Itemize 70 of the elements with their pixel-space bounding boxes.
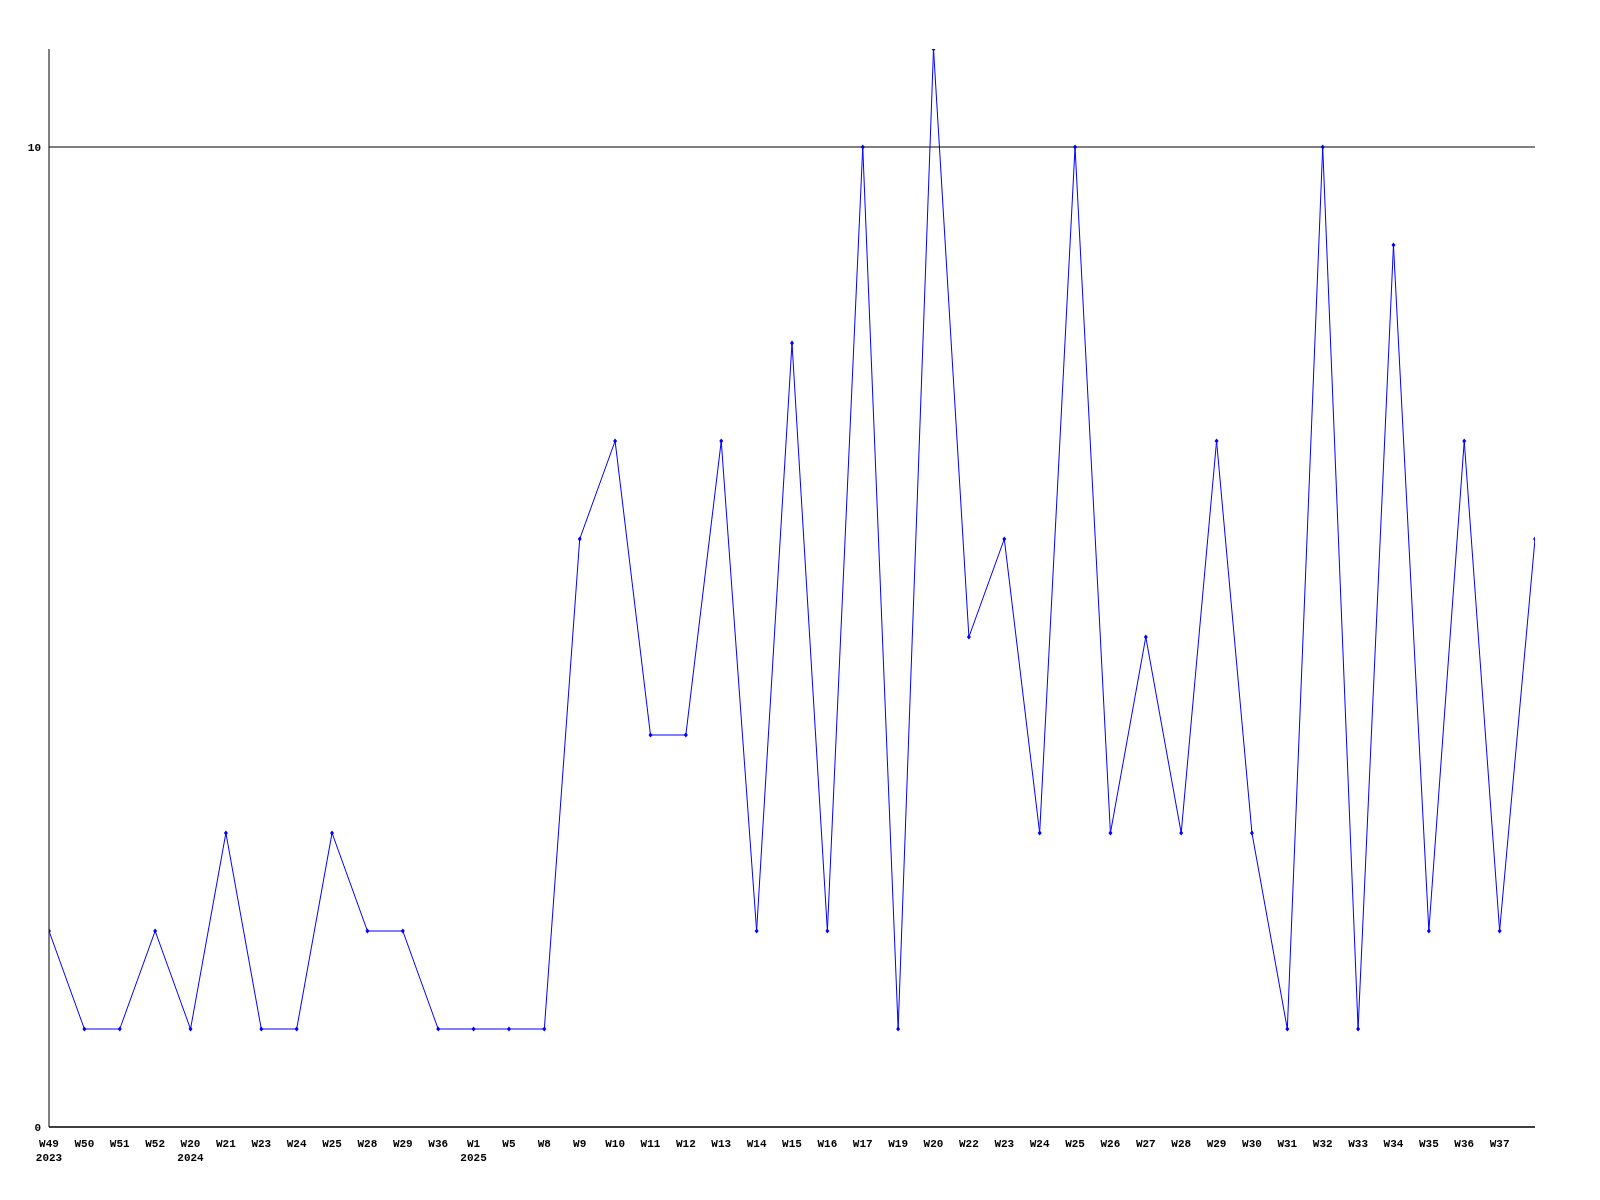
x-tick-label: W33 (1348, 1138, 1369, 1150)
x-tick-label: W49 2023 (35, 1138, 63, 1164)
x-tick-label: W28 (1171, 1138, 1192, 1150)
x-tick-label: W1 2025 (460, 1138, 488, 1164)
x-tick-label: W20 2024 (177, 1138, 205, 1164)
x-tick-label: W12 (675, 1138, 696, 1150)
point (1462, 438, 1467, 444)
point (683, 732, 688, 738)
x-tick-label: W13 (711, 1138, 732, 1150)
x-tick-label: W8 (537, 1138, 552, 1150)
point (1426, 928, 1431, 934)
point (1179, 830, 1184, 836)
x-tick-label: W32 (1312, 1138, 1333, 1150)
x-tick-label: W27 (1135, 1138, 1156, 1150)
x-tick-label: W14 (746, 1138, 767, 1150)
x-tick-label: W35 (1418, 1138, 1440, 1150)
point (1002, 536, 1007, 542)
x-tick-label: W22 (959, 1138, 979, 1150)
line-series (49, 49, 1535, 1032)
point (1073, 144, 1078, 150)
x-tick-label: W51 (109, 1138, 131, 1150)
x-tick-label: W17 (852, 1138, 873, 1150)
x-tick-label: W25 (1065, 1138, 1086, 1150)
x-tick-label: W30 (1242, 1138, 1262, 1150)
point (577, 536, 582, 542)
point (790, 340, 794, 346)
x-tick-label: W25 (322, 1138, 343, 1150)
point (259, 1026, 264, 1032)
x-tick-label: W24 (286, 1138, 307, 1150)
x-tick-label: W23 (994, 1138, 1015, 1150)
point (117, 1026, 122, 1032)
x-tick-label: W15 (782, 1138, 803, 1150)
x-tick-label: W11 (640, 1138, 661, 1150)
point (719, 438, 724, 444)
point (860, 144, 865, 150)
x-tick-label: W29 (392, 1138, 413, 1150)
x-tick-label: W36 (428, 1138, 449, 1150)
x-tick-label: W31 (1277, 1138, 1298, 1150)
point (896, 1026, 901, 1032)
point (436, 1026, 441, 1032)
x-tick-label: W9 (573, 1138, 587, 1150)
point (1143, 634, 1148, 640)
x-tick-label: W26 (1100, 1138, 1121, 1150)
point (506, 1026, 511, 1032)
point (1249, 830, 1254, 836)
x-tick-label: W5 (502, 1138, 516, 1150)
point (1356, 1026, 1361, 1032)
x-tick-label: W10 (605, 1138, 625, 1150)
y-tick-label: 0 (34, 1121, 41, 1134)
x-tick-label: W36 (1454, 1138, 1475, 1150)
x-tick-label: W37 (1489, 1138, 1510, 1150)
y-tick-label: 10 (27, 141, 41, 154)
point (613, 438, 618, 444)
point (400, 928, 405, 934)
x-tick-label: W23 (251, 1138, 272, 1150)
x-tick-label: W20 (923, 1138, 944, 1150)
point (966, 634, 971, 640)
point (1320, 144, 1325, 150)
x-tick-label: W34 (1383, 1138, 1404, 1150)
x-tick-label: W21 (216, 1138, 237, 1150)
x-tick-label: W16 (817, 1138, 838, 1150)
x-tick-label: W29 (1206, 1138, 1227, 1150)
point (223, 830, 228, 836)
x-tick-label: W52 (145, 1138, 166, 1150)
x-tick-label: W28 (357, 1138, 378, 1150)
x-tick-label: W50 (74, 1138, 95, 1150)
point (153, 928, 158, 934)
x-tick-label: W24 (1029, 1138, 1050, 1150)
point (330, 830, 335, 836)
x-tick-label: W19 (888, 1138, 909, 1150)
